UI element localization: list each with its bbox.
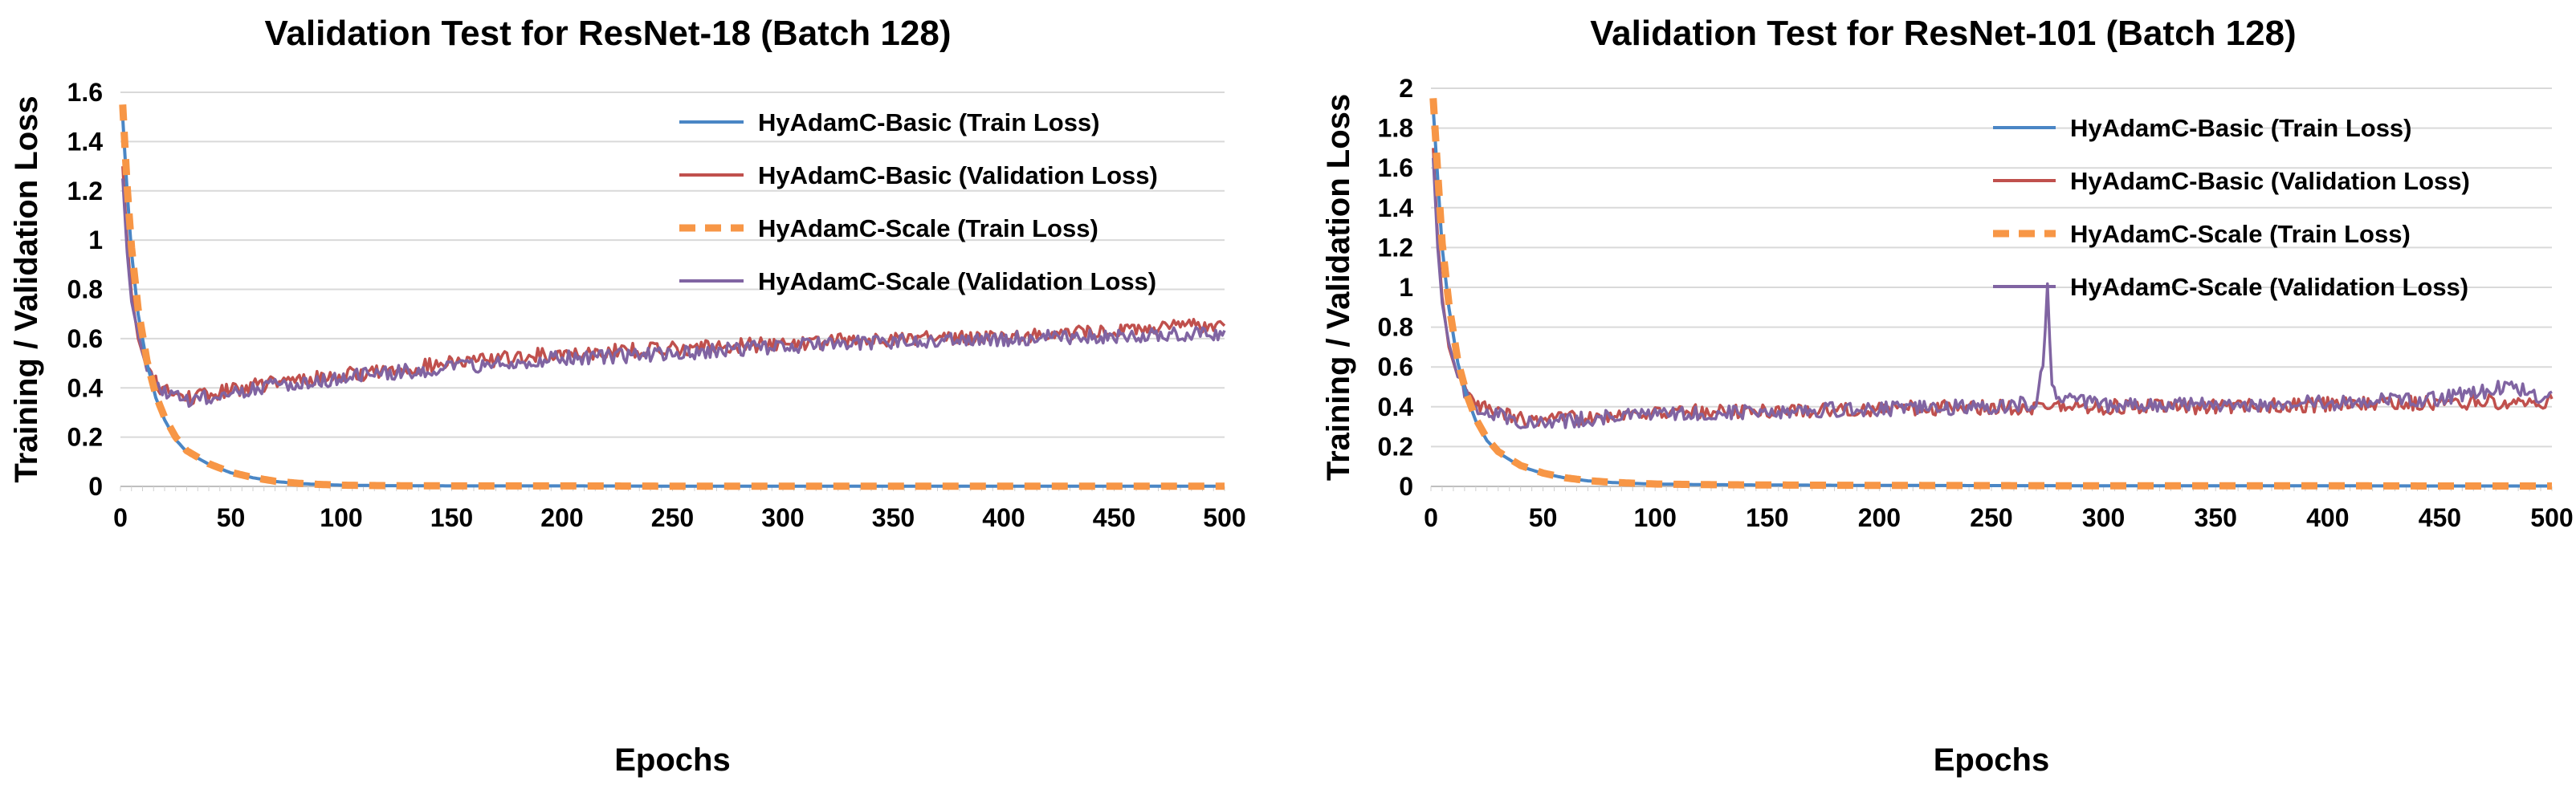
legend: HyAdamC-Basic (Train Loss) HyAdamC-Basic … <box>679 108 1158 295</box>
y-tick-label: 1.4 <box>67 127 104 156</box>
y-tick-label: 1.4 <box>1378 193 1414 222</box>
y-tick-label: 1.2 <box>1378 233 1413 262</box>
y-tick-label: 1.6 <box>67 78 103 107</box>
x-tick-label: 150 <box>1746 503 1788 532</box>
y-tick-label: 0.2 <box>67 423 103 452</box>
x-tick-label: 150 <box>430 503 473 532</box>
y-tick-label: 0 <box>88 472 103 501</box>
x-tick-label: 350 <box>2195 503 2237 532</box>
x-axis-label: Epochs <box>1934 742 2049 778</box>
legend: HyAdamC-Basic (Train Loss) HyAdamC-Basic … <box>1993 114 2470 301</box>
legend-entry: HyAdamC-Basic (Train Loss) <box>758 108 1100 136</box>
x-tick-label: 450 <box>1093 503 1135 532</box>
y-tick-label: 0.4 <box>1378 392 1414 421</box>
y-tick-label: 1 <box>88 226 103 254</box>
x-tick-label: 200 <box>540 503 583 532</box>
series-line <box>1432 157 2553 429</box>
x-tick-label: 100 <box>1634 503 1677 532</box>
y-tick-label: 0.6 <box>1378 352 1413 381</box>
legend-entry: HyAdamC-Basic (Validation Loss) <box>2070 167 2470 195</box>
x-tick-label: 450 <box>2419 503 2461 532</box>
legend-entry: HyAdamC-Basic (Validation Loss) <box>758 161 1158 189</box>
series-line <box>1432 148 2554 427</box>
x-tick-label: 400 <box>982 503 1025 532</box>
y-axis-label: Training / Validation Loss <box>1321 94 1356 481</box>
legend-entry: HyAdamC-Basic (Train Loss) <box>2070 114 2412 142</box>
y-axis-label: Training / Validation Loss <box>9 96 44 482</box>
y-tick-label: 0 <box>1399 472 1413 501</box>
chart-title: Validation Test for ResNet-101 (Batch 12… <box>1590 14 2296 53</box>
x-tick-label: 300 <box>2082 503 2125 532</box>
y-tick-label: 1.6 <box>1378 153 1413 182</box>
x-tick-label: 250 <box>1970 503 2012 532</box>
series-line <box>119 104 1226 490</box>
x-tick-label: 100 <box>320 503 362 532</box>
chart-resnet101: Validation Test for ResNet-101 (Batch 12… <box>1321 14 2574 778</box>
y-tick-label: 0.2 <box>1378 432 1413 461</box>
x-tick-label: 500 <box>2530 503 2573 532</box>
y-tick-label: 1 <box>1399 273 1413 302</box>
legend-entry: HyAdamC-Scale (Validation Loss) <box>2070 273 2468 301</box>
series-line <box>121 178 1226 409</box>
x-tick-label: 350 <box>872 503 915 532</box>
y-tick-label: 1.2 <box>67 177 103 205</box>
x-tick-label: 200 <box>1858 503 1901 532</box>
x-tick-label: 0 <box>1424 503 1438 532</box>
x-tick-label: 50 <box>1529 503 1558 532</box>
chart-title: Validation Test for ResNet-18 (Batch 128… <box>265 14 952 53</box>
chart-resnet18: Validation Test for ResNet-18 (Batch 128… <box>9 14 1246 778</box>
y-tick-label: 0.6 <box>67 324 103 353</box>
y-tick-label: 0.8 <box>67 275 103 304</box>
legend-entry: HyAdamC-Scale (Validation Loss) <box>758 267 1156 295</box>
y-tick-label: 1.8 <box>1378 114 1413 143</box>
series-line <box>1429 98 2554 490</box>
x-tick-label: 250 <box>651 503 694 532</box>
x-axis-label: Epochs <box>614 742 730 778</box>
legend-entry: HyAdamC-Scale (Train Loss) <box>2070 220 2411 248</box>
legend-entry: HyAdamC-Scale (Train Loss) <box>758 214 1098 242</box>
x-tick-label: 0 <box>113 503 128 532</box>
y-tick-label: 2 <box>1399 74 1413 103</box>
x-tick-label: 50 <box>217 503 246 532</box>
x-tick-label: 500 <box>1203 503 1245 532</box>
x-tick-label: 400 <box>2306 503 2349 532</box>
y-tick-label: 0.8 <box>1378 313 1413 342</box>
x-tick-label: 300 <box>761 503 804 532</box>
y-tick-label: 0.4 <box>67 373 104 402</box>
